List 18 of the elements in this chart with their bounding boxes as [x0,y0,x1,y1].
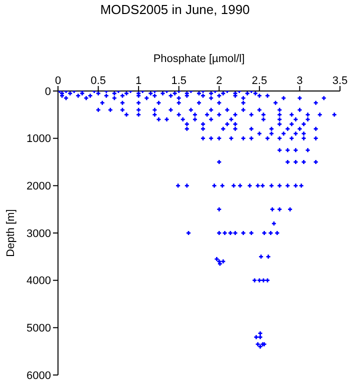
x-axis-title: Phosphate [µmol/l] [153,52,245,65]
x-tick-label: 2.5 [252,75,268,87]
y-tick-label: 3000 [26,228,51,240]
x-tick-label: 3.5 [332,75,348,87]
x-tick-label: 1.5 [171,75,187,87]
y-tick-label: 0 [44,86,51,98]
x-tick-label: 0 [54,75,62,87]
y-axis-title: Depth [m] [4,209,17,257]
y-tick-label: 6000 [26,370,51,382]
x-tick-label: 1 [136,75,142,87]
x-tick-label: 2 [216,75,222,87]
y-tick-label: 1000 [26,133,51,146]
x-tick-label: 0.5 [90,75,106,87]
y-tick-label: 2000 [26,180,51,193]
x-tick-label: 3 [296,75,303,87]
y-tick-label: 5000 [26,322,51,335]
chart-title: MODS2005 in June, 1990 [99,2,251,17]
y-tick-label: 4000 [26,275,51,288]
